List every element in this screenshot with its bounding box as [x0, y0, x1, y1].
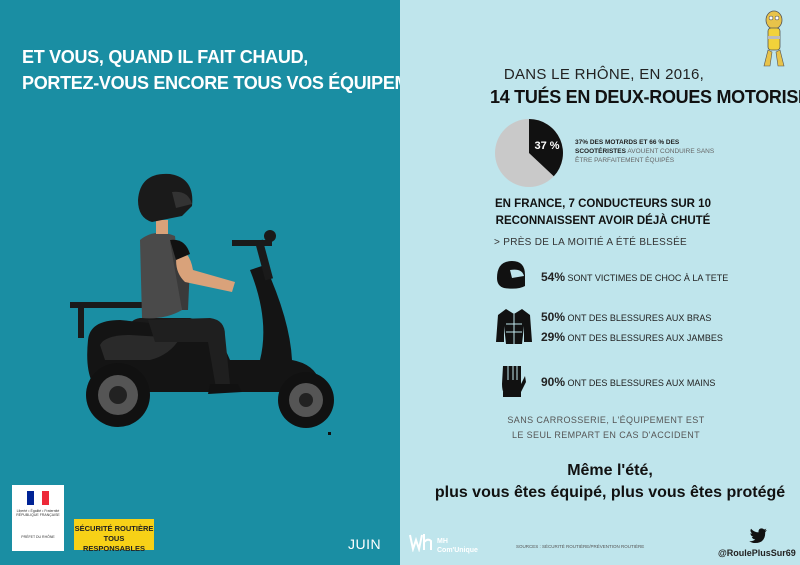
france-title: EN FRANCE, 7 CONDUCTEURS SUR 10 RECONNAI… [490, 196, 716, 230]
stat-hands-text: ONT DES BLESSURES AUX MAINS [567, 378, 716, 388]
republique-francaise-logo: Liberté • Égalité • Fraternité RÉPUBLIQU… [12, 485, 64, 551]
securite-routiere-logo: SÉCURITÉ ROUTIÈRE TOUS RESPONSABLES [74, 519, 154, 553]
mascot-icon [763, 10, 785, 67]
stat-arms-text: ONT DES BLESSURES AUX BRAS [567, 313, 712, 323]
headline: ET VOUS, QUAND IL FAIT CHAUD, PORTEZ-VOU… [22, 44, 472, 96]
republique-motto: Liberté • Égalité • Fraternité [16, 509, 60, 513]
month-label: JUIN [348, 536, 382, 552]
helmet-icon [497, 261, 525, 289]
agency-logo-icon [409, 534, 432, 552]
flag-icon [27, 491, 49, 505]
republique-name: RÉPUBLIQUE FRANÇAISE [16, 513, 60, 517]
pie-label: 37 % [534, 140, 559, 152]
stat-arms: 50% ONT DES BLESSURES AUX BRAS [541, 310, 711, 324]
carrosserie-line1: SANS CARROSSERIE, L'ÉQUIPEMENT EST [507, 415, 705, 425]
stat-legs: 29% ONT DES BLESSURES AUX JAMBES [541, 330, 723, 344]
securite-line2: TOUS RESPONSABLES [82, 534, 146, 553]
slogan-line1: Même l'été, [567, 462, 653, 479]
stat-hands: 90% ONT DES BLESSURES AUX MAINS [541, 375, 715, 389]
pie-description: 37% DES MOTARDS ET 66 % DES SCOOTÉRISTES… [575, 138, 715, 165]
stat-head-value: 54% [541, 270, 566, 284]
agency-line1: MH [437, 538, 448, 545]
right-panel [400, 0, 800, 565]
twitter-handle[interactable]: @RoulePlusSur69 [718, 548, 796, 558]
stat-arms-value: 50% [541, 310, 566, 324]
jacket-icon [496, 309, 532, 344]
pie-description-bold: 37% DES MOTARDS ET 66 % DES SCOOTÉRISTES [575, 139, 680, 155]
france-title-line2: RECONNAISSENT AVOIR DÉJÀ CHUTÉ [495, 215, 711, 227]
stat-head-text: SONT VICTIMES DE CHOC À LA TETE [567, 273, 729, 283]
carrosserie-line2: LE SEUL REMPART EN CAS D'ACCIDENT [511, 430, 701, 440]
headline-line2: PORTEZ-VOUS ENCORE TOUS VOS ÉQUIPEMENTS … [22, 73, 472, 93]
slogan-line2: plus vous êtes équipé, plus vous êtes pr… [434, 484, 786, 501]
stat-legs-value: 29% [541, 330, 566, 344]
scooter-rider-illustration [70, 173, 334, 435]
carrosserie-text: SANS CARROSSERIE, L'ÉQUIPEMENT EST LE SE… [494, 413, 718, 443]
pie-description-text: AVOUENT CONDUIRE SANS ÊTRE PARFAITEMENT … [575, 148, 715, 164]
stat-head: 54% SONT VICTIMES DE CHOC À LA TETE [541, 270, 728, 284]
headline-line1: ET VOUS, QUAND IL FAIT CHAUD, [22, 47, 308, 67]
stat-hands-value: 90% [541, 375, 566, 389]
securite-line1: SÉCURITÉ ROUTIÈRE [74, 524, 154, 533]
agency-line2: Com'Unique [437, 547, 478, 554]
twitter-icon[interactable] [748, 528, 768, 544]
rhone-title-line1: DANS LE RHÔNE, EN 2016, [503, 66, 705, 83]
rhone-title-line2: 14 TUÉS EN DEUX-ROUES MOTORISÉS [490, 87, 800, 107]
france-subtitle: > PRÈS DE LA MOITIÉ A ÉTÉ BLESSÉE [494, 237, 688, 248]
pie-slice-primary [529, 119, 563, 177]
left-panel: ET VOUS, QUAND IL FAIT CHAUD, PORTEZ-VOU… [0, 0, 400, 565]
stat-legs-text: ONT DES BLESSURES AUX JAMBES [567, 333, 723, 343]
prefet-label: PRÉFET DU RHÔNE [21, 535, 55, 539]
france-title-line1: EN FRANCE, 7 CONDUCTEURS SUR 10 [495, 198, 711, 210]
agency-name: MH Com'Unique [437, 537, 478, 555]
equipment-pie-chart: 37 % [495, 119, 563, 187]
glove-icon [502, 366, 526, 397]
sources-text: SOURCES : SÉCURITÉ ROUTIÈRE/PRÉVENTION R… [516, 544, 645, 549]
